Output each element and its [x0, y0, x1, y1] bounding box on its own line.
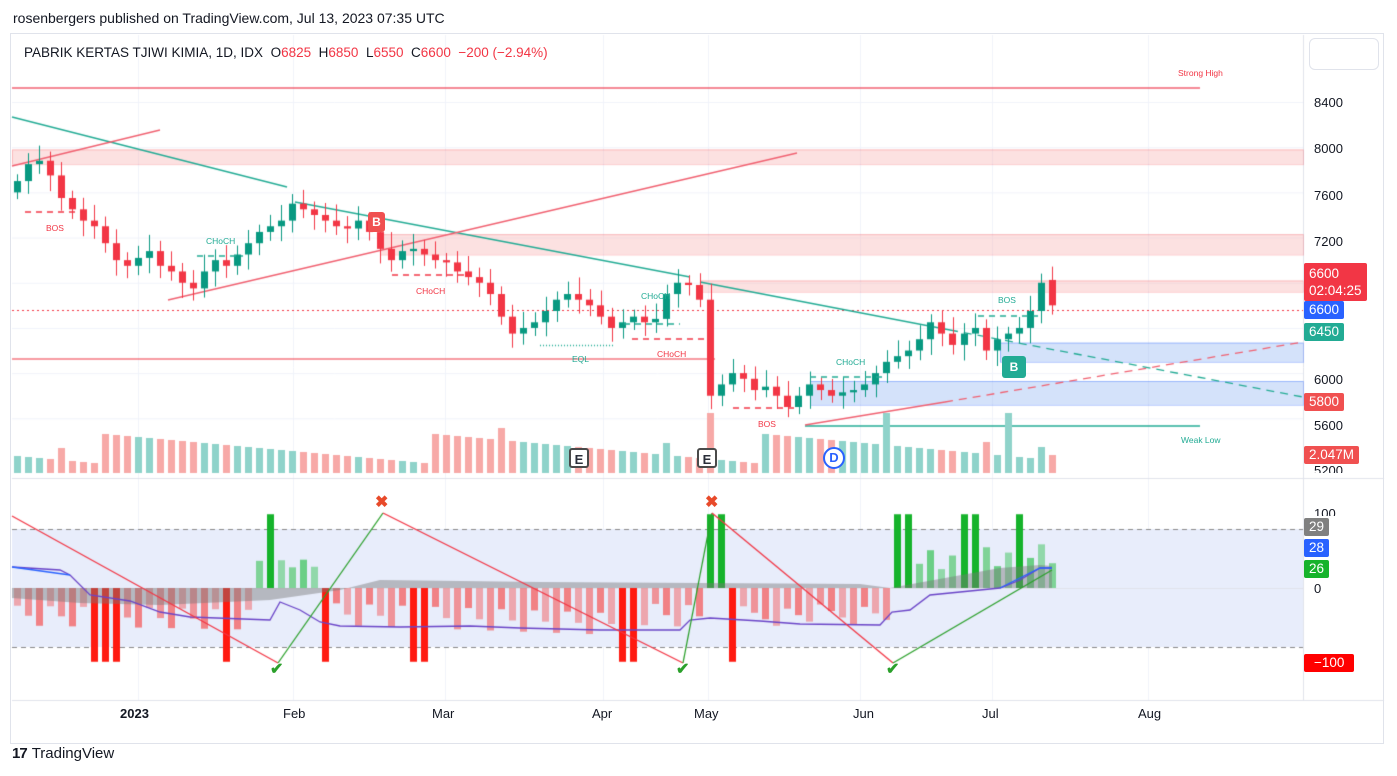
scale-settings-button[interactable]	[1309, 38, 1379, 70]
choch-label: CHoCH	[206, 236, 236, 246]
osc-green-tag: 26	[1304, 560, 1330, 578]
symbol-legend: PABRIK KERTAS TJIWI KIMIA, 1D, IDX O6825…	[24, 45, 548, 60]
time-label: Jun	[853, 706, 874, 721]
time-label: May	[694, 706, 719, 721]
change-value: −200 (−2.94%)	[458, 45, 548, 60]
choch-label: CHoCH	[836, 357, 866, 367]
earnings-badge[interactable]: E	[569, 448, 589, 468]
osc-tick: 0	[1314, 581, 1322, 596]
close-value: 6600	[420, 45, 451, 60]
low-value: 6550	[373, 45, 404, 60]
bar-countdown: 02:04:25	[1309, 283, 1362, 298]
eql-label: EQL	[572, 354, 590, 364]
high-value: 6850	[328, 45, 359, 60]
bos-label: BOS	[998, 295, 1016, 305]
brand-name: TradingView	[31, 745, 115, 762]
sell-signal-badge[interactable]: B	[368, 212, 385, 232]
osc-tick: 100	[1314, 506, 1336, 516]
time-label: 2023	[120, 706, 149, 721]
osc-blue-tag: 28	[1304, 539, 1330, 557]
earnings-badge[interactable]: E	[697, 448, 717, 468]
time-label: Jul	[982, 706, 999, 721]
price-tick: 7600	[1314, 188, 1343, 203]
check-icon: ✔	[676, 661, 690, 678]
symbol-name: PABRIK KERTAS TJIWI KIMIA, 1D, IDX	[24, 45, 264, 60]
check-icon: ✔	[886, 661, 900, 678]
choch-label: CHoCH	[641, 291, 671, 301]
check-icon: ✔	[270, 661, 284, 678]
dividend-badge[interactable]: D	[823, 447, 845, 469]
bos-label: BOS	[758, 419, 776, 429]
teal-price-tag: 6450	[1304, 323, 1345, 341]
choch-label: CHoCH	[657, 349, 687, 359]
close-label: C	[411, 45, 421, 60]
price-tick: 7200	[1314, 234, 1343, 249]
bos-label: BOS	[46, 223, 64, 233]
time-label: Apr	[592, 706, 613, 721]
last-price-tag: 6600 02:04:25	[1304, 263, 1367, 301]
red-price-tag: 5800	[1304, 393, 1345, 411]
high-label: H	[318, 45, 329, 60]
buy-signal-badge[interactable]: B	[1002, 356, 1026, 378]
open-value: 6825	[281, 45, 312, 60]
tradingview-footer[interactable]: 17 TradingView	[12, 745, 114, 762]
choch-label: CHoCH	[416, 286, 446, 296]
price-tick: 6000	[1314, 372, 1343, 387]
price-tick: 8400	[1314, 95, 1343, 110]
weak-low-label: Weak Low	[1181, 435, 1221, 445]
price-tick: 5200	[1314, 463, 1343, 473]
price-tick: 8000	[1314, 141, 1343, 156]
strong-high-label: Strong High	[1178, 68, 1223, 78]
osc-red-tag: −100	[1304, 654, 1355, 672]
volume-tag: 2.047M	[1304, 446, 1360, 464]
blue-price-tag: 6600	[1304, 301, 1345, 319]
price-tick: 5600	[1314, 418, 1343, 433]
time-label: Aug	[1138, 706, 1162, 721]
cross-icon: ✖	[375, 494, 389, 511]
low-label: L	[365, 45, 374, 60]
last-price-value: 6600	[1309, 266, 1340, 281]
time-label: Mar	[432, 706, 455, 721]
cross-icon: ✖	[705, 494, 719, 511]
osc-gray-tag: 29	[1304, 518, 1330, 536]
time-label: Feb	[283, 706, 306, 721]
open-label: O	[270, 45, 282, 60]
tradingview-logo-icon: 17	[12, 745, 28, 762]
